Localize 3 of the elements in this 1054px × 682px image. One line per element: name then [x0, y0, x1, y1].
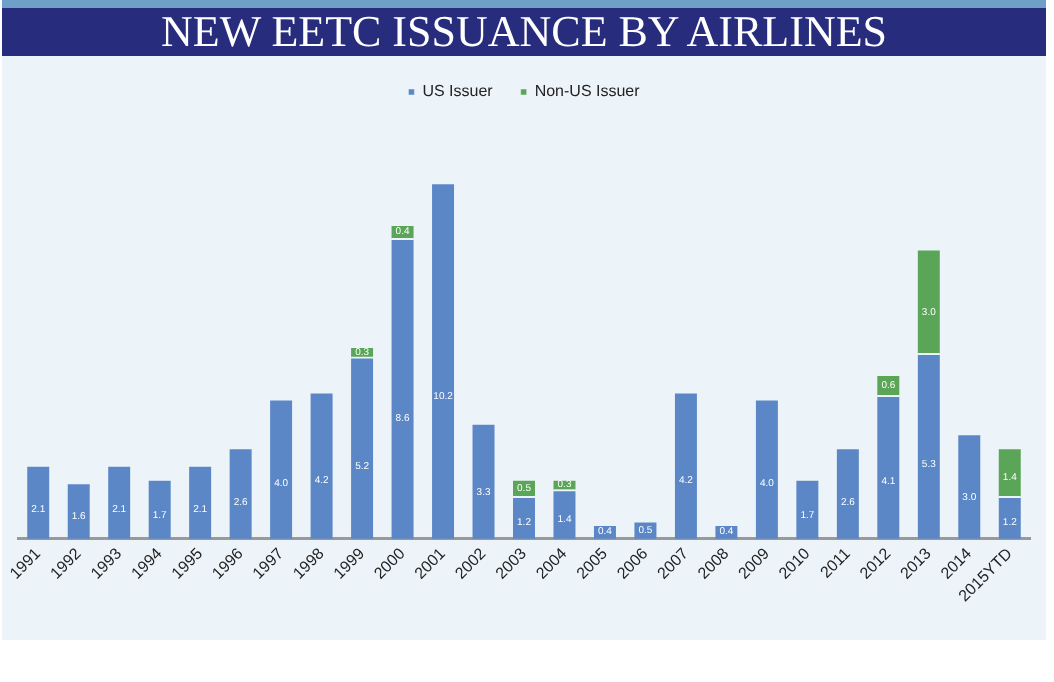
legend-label: US Issuer: [422, 82, 494, 101]
legend-label: Non-US Issuer: [534, 82, 641, 101]
chart-title: NEW EETC ISSUANCE BY AIRLINES: [2, 6, 1046, 56]
